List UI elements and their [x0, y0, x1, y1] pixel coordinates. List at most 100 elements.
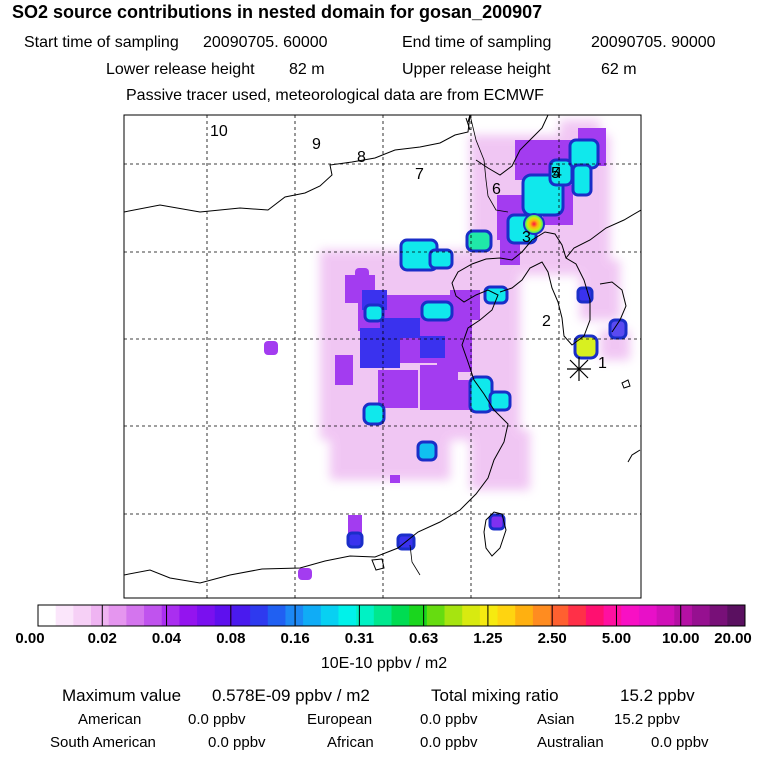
trajectory-label: 2 [542, 313, 551, 330]
max-value-label: Maximum value [62, 686, 182, 705]
total-mixing-label: Total mixing ratio [431, 686, 559, 705]
map-frame [123, 114, 642, 599]
trajectory-label: 5 [551, 165, 560, 182]
colorbar-swatch [250, 605, 269, 626]
trajectory-label: 7 [415, 166, 424, 183]
region-value: 0.0 ppbv [420, 711, 478, 728]
colorbar-swatch [161, 605, 180, 626]
start-time-value: 20090705. 60000 [203, 34, 328, 51]
trajectory-label: 8 [357, 149, 366, 166]
colorbar-swatch [267, 605, 286, 626]
region-value: 0.0 ppbv [651, 734, 709, 751]
upper-height-label: Upper release height [402, 61, 551, 78]
region-value: 0.0 ppbv [420, 734, 478, 751]
trajectory-label: 4 [553, 165, 562, 182]
colorbar-tick: 5.00 [601, 630, 632, 647]
region-name: African [327, 734, 374, 751]
colorbar-swatch [232, 605, 251, 626]
region-name: South American [50, 734, 156, 751]
colorbar-tick: 0.31 [344, 630, 374, 647]
colorbar-swatch [391, 605, 410, 626]
colorbar-swatch [197, 605, 216, 626]
colorbar-swatch [426, 605, 446, 626]
colorbar-tick: 1.25 [473, 630, 503, 647]
cyan-blobs [363, 138, 600, 414]
colorbar-swatch [409, 605, 428, 626]
colorbar [37, 604, 746, 627]
colorbar-tick: 0.08 [216, 630, 246, 647]
colorbar-unit: 10E-10 ppbv / m2 [320, 655, 448, 672]
trajectory-label: 10 [210, 123, 228, 140]
lower-height-value: 82 m [289, 61, 325, 78]
colorbar-swatch [126, 605, 145, 626]
colorbar-swatch [674, 605, 693, 626]
chart-title: SO2 source contributions in nested domai… [12, 2, 543, 22]
colorbar-swatch [320, 605, 339, 626]
colorbar-tick: 2.50 [537, 630, 567, 647]
region-value: 0.0 ppbv [208, 734, 266, 751]
colorbar-swatch [356, 605, 375, 626]
colorbar-tick: 0.04 [151, 630, 182, 647]
region-value: 15.2 ppbv [614, 711, 680, 728]
colorbar-swatch [550, 605, 569, 626]
colorbar-tick: 20.00 [714, 630, 752, 647]
colorbar-swatch [144, 605, 163, 626]
max-value: 0.578E-09 ppbv / m2 [212, 686, 370, 705]
colorbar-swatch [479, 605, 499, 626]
colorbar-swatch [691, 605, 711, 626]
high-layer [360, 290, 490, 405]
colorbar-tick: 0.00 [15, 630, 45, 647]
region-name: Australian [537, 734, 604, 751]
colorbar-swatch [55, 605, 74, 626]
colorbar-tick: 0.16 [280, 630, 310, 647]
lower-height-label: Lower release height [106, 61, 255, 78]
trajectory-label: 1 [598, 355, 607, 372]
trajectory-label: 9 [312, 136, 321, 153]
colorbar-swatch [73, 605, 92, 626]
colorbar-swatch [515, 605, 534, 626]
region-name: European [307, 711, 373, 728]
colorbar-swatch [91, 605, 110, 626]
colorbar-swatch [373, 605, 392, 626]
tracer-note: Passive tracer used, meteorological data… [126, 87, 544, 104]
country-borders [409, 115, 509, 576]
start-time-label: Start time of sampling [24, 34, 179, 51]
colorbar-swatch [727, 605, 746, 626]
receptor-marker [567, 357, 591, 381]
end-time-value: 20090705. 90000 [591, 34, 716, 51]
end-time-label: End time of sampling [402, 34, 552, 51]
colorbar-swatch [656, 605, 675, 626]
colorbar-swatch [709, 605, 728, 626]
upper-height-value: 62 m [601, 61, 637, 78]
colorbar-swatch [532, 605, 552, 626]
colorbar-tick: 0.02 [87, 630, 117, 647]
colorbar-swatch [338, 605, 357, 626]
trajectory-label: 6 [492, 181, 501, 198]
colorbar-swatch [303, 605, 322, 626]
peak-source [523, 213, 545, 235]
colorbar-swatch [108, 605, 127, 626]
trajectory-labels: 1 2 3 45 6 7 8 9 10 [210, 123, 607, 372]
colorbar-swatch [462, 605, 481, 626]
region-name: Asian [537, 711, 575, 728]
colorbar-swatch [603, 605, 622, 626]
graticule [124, 115, 641, 598]
region-name: American [78, 711, 142, 728]
colorbar-tick: 10.00 [661, 630, 700, 647]
colorbar-tick: 0.63 [409, 630, 439, 647]
colorbar-swatch [214, 605, 233, 626]
coastlines [124, 115, 641, 584]
colorbar-frame [37, 604, 746, 627]
map-panel: 1 2 3 45 6 7 8 9 10 [124, 115, 641, 598]
total-mixing-value: 15.2 ppbv [620, 686, 695, 705]
colorbar-swatch [497, 605, 516, 626]
colorbar-swatch [568, 605, 587, 626]
colorbar-swatch [585, 605, 605, 626]
colorbar-swatch [621, 605, 640, 626]
colorbar-swatch [444, 605, 463, 626]
colorbar-swatch [638, 605, 658, 626]
colorbar-swatch [38, 605, 57, 626]
region-value: 0.0 ppbv [188, 711, 246, 728]
colorbar-swatch [285, 605, 304, 626]
